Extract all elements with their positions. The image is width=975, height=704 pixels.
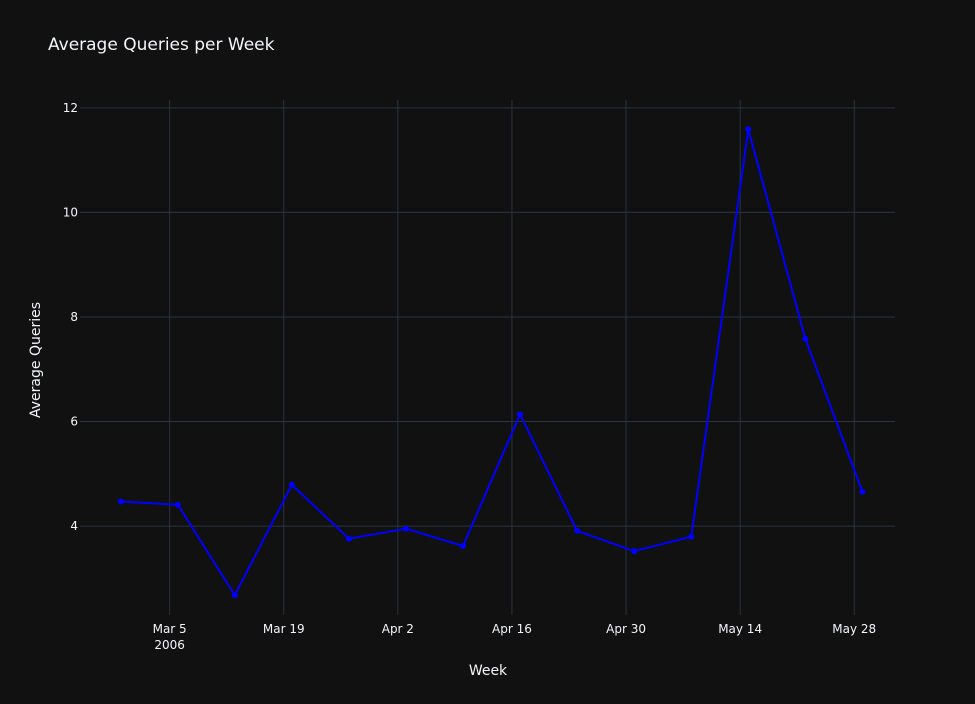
data-point xyxy=(859,488,866,495)
data-point xyxy=(403,525,409,532)
data-point xyxy=(117,498,124,505)
x-tick-label: Apr 30 xyxy=(606,622,646,636)
y-axis-title: Average Queries xyxy=(28,302,44,418)
x-axis-title: Week xyxy=(469,663,508,679)
data-point xyxy=(631,548,638,555)
data-point xyxy=(688,533,695,540)
tick-labels: 4 6 8 10 12 Mar 5 2006 Mar 19 Apr 2 Apr 16 Apr 30 M… xyxy=(63,101,876,652)
x-tick-label: Mar 19 xyxy=(263,622,305,636)
x-tick-label: Apr 16 xyxy=(492,622,532,636)
data-point xyxy=(745,126,752,133)
x-tick-label: Apr 2 xyxy=(382,622,414,636)
y-tick-label: 12 xyxy=(63,101,78,115)
x-tick-label: May 14 xyxy=(718,622,762,636)
data-point xyxy=(517,411,524,418)
series-line xyxy=(120,128,864,597)
x-tick-sublabel: 2006 xyxy=(154,638,185,652)
y-tick-label: 10 xyxy=(63,205,78,219)
y-tick-label: 8 xyxy=(70,310,78,324)
data-point xyxy=(345,535,352,542)
data-point xyxy=(174,501,181,508)
y-tick-label: 6 xyxy=(70,415,78,429)
data-point xyxy=(460,543,466,549)
data-point xyxy=(574,527,581,534)
x-tick-label: Mar 5 xyxy=(153,622,187,636)
series-layer xyxy=(117,126,866,599)
x-tick-label: May 28 xyxy=(832,622,876,636)
data-point xyxy=(288,481,295,488)
y-tick-label: 4 xyxy=(70,519,78,533)
data-point xyxy=(802,335,809,342)
chart-title: Average Queries per Week xyxy=(48,35,275,55)
data-point xyxy=(231,592,238,599)
